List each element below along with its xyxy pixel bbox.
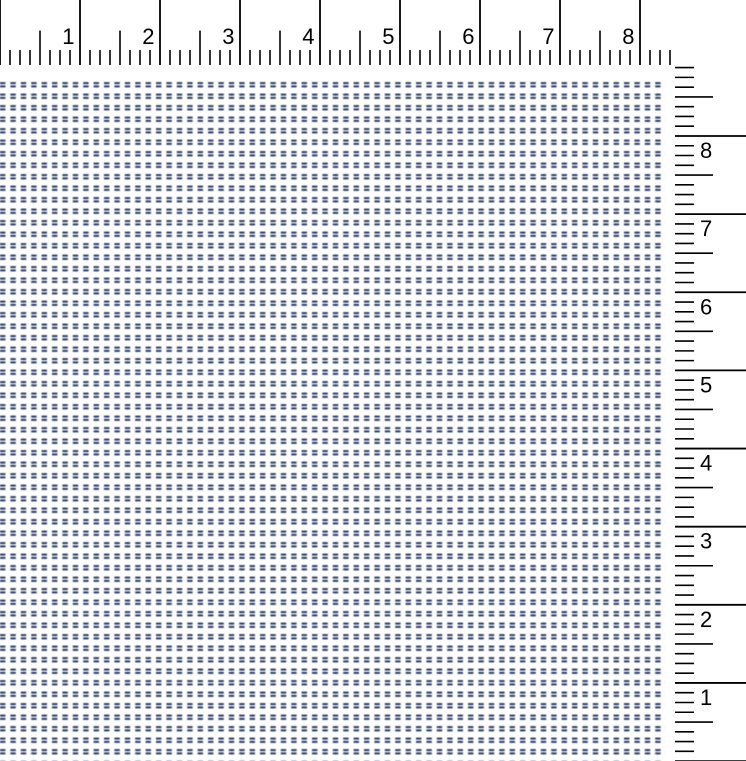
svg-text:5: 5: [382, 24, 394, 49]
svg-text:8: 8: [622, 24, 634, 49]
svg-text:3: 3: [700, 529, 712, 554]
svg-text:6: 6: [700, 294, 712, 319]
svg-text:5: 5: [700, 372, 712, 397]
svg-text:8: 8: [700, 138, 712, 163]
svg-text:3: 3: [222, 24, 234, 49]
svg-text:7: 7: [700, 216, 712, 241]
svg-text:1: 1: [62, 24, 74, 49]
svg-text:6: 6: [462, 24, 474, 49]
svg-text:4: 4: [302, 24, 314, 49]
svg-text:4: 4: [700, 451, 712, 476]
svg-text:1: 1: [700, 685, 712, 710]
svg-text:2: 2: [142, 24, 154, 49]
svg-text:2: 2: [700, 607, 712, 632]
svg-text:7: 7: [542, 24, 554, 49]
